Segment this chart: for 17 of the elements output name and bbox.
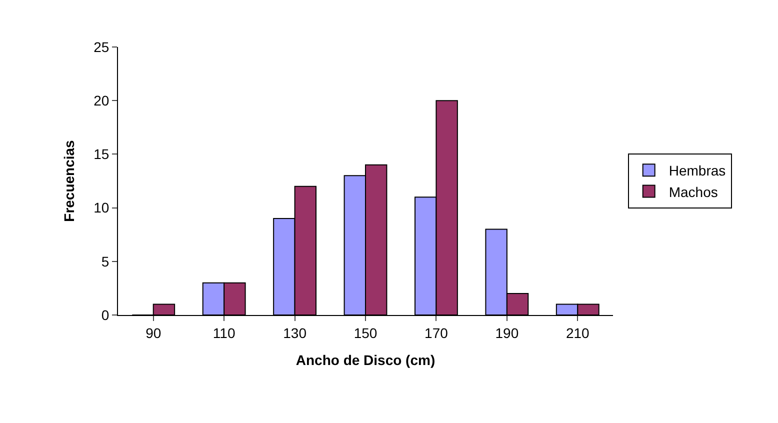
legend-label: Hembras: [668, 162, 726, 179]
x-tick-label: 110: [212, 324, 236, 341]
y-tick-label: 25: [94, 38, 110, 55]
x-tick-label: 130: [283, 324, 307, 341]
y-tick-label: 15: [94, 146, 110, 162]
y-tick-label: 10: [94, 200, 110, 216]
x-tick-label: 170: [424, 324, 448, 341]
y-axis-title: Frecuencias: [61, 140, 78, 222]
x-axis-title: Ancho de Disco (cm): [296, 352, 436, 368]
x-tick-label: 90: [146, 324, 162, 341]
x-tick-label: 210: [566, 324, 590, 341]
x-tick-label: 190: [495, 324, 519, 341]
x-tick-label: 150: [354, 324, 378, 341]
y-tick-label: 0: [101, 306, 110, 323]
y-tick-label: 20: [94, 92, 110, 108]
y-tick-label: 5: [101, 253, 110, 270]
legend-label: Machos: [668, 184, 718, 200]
